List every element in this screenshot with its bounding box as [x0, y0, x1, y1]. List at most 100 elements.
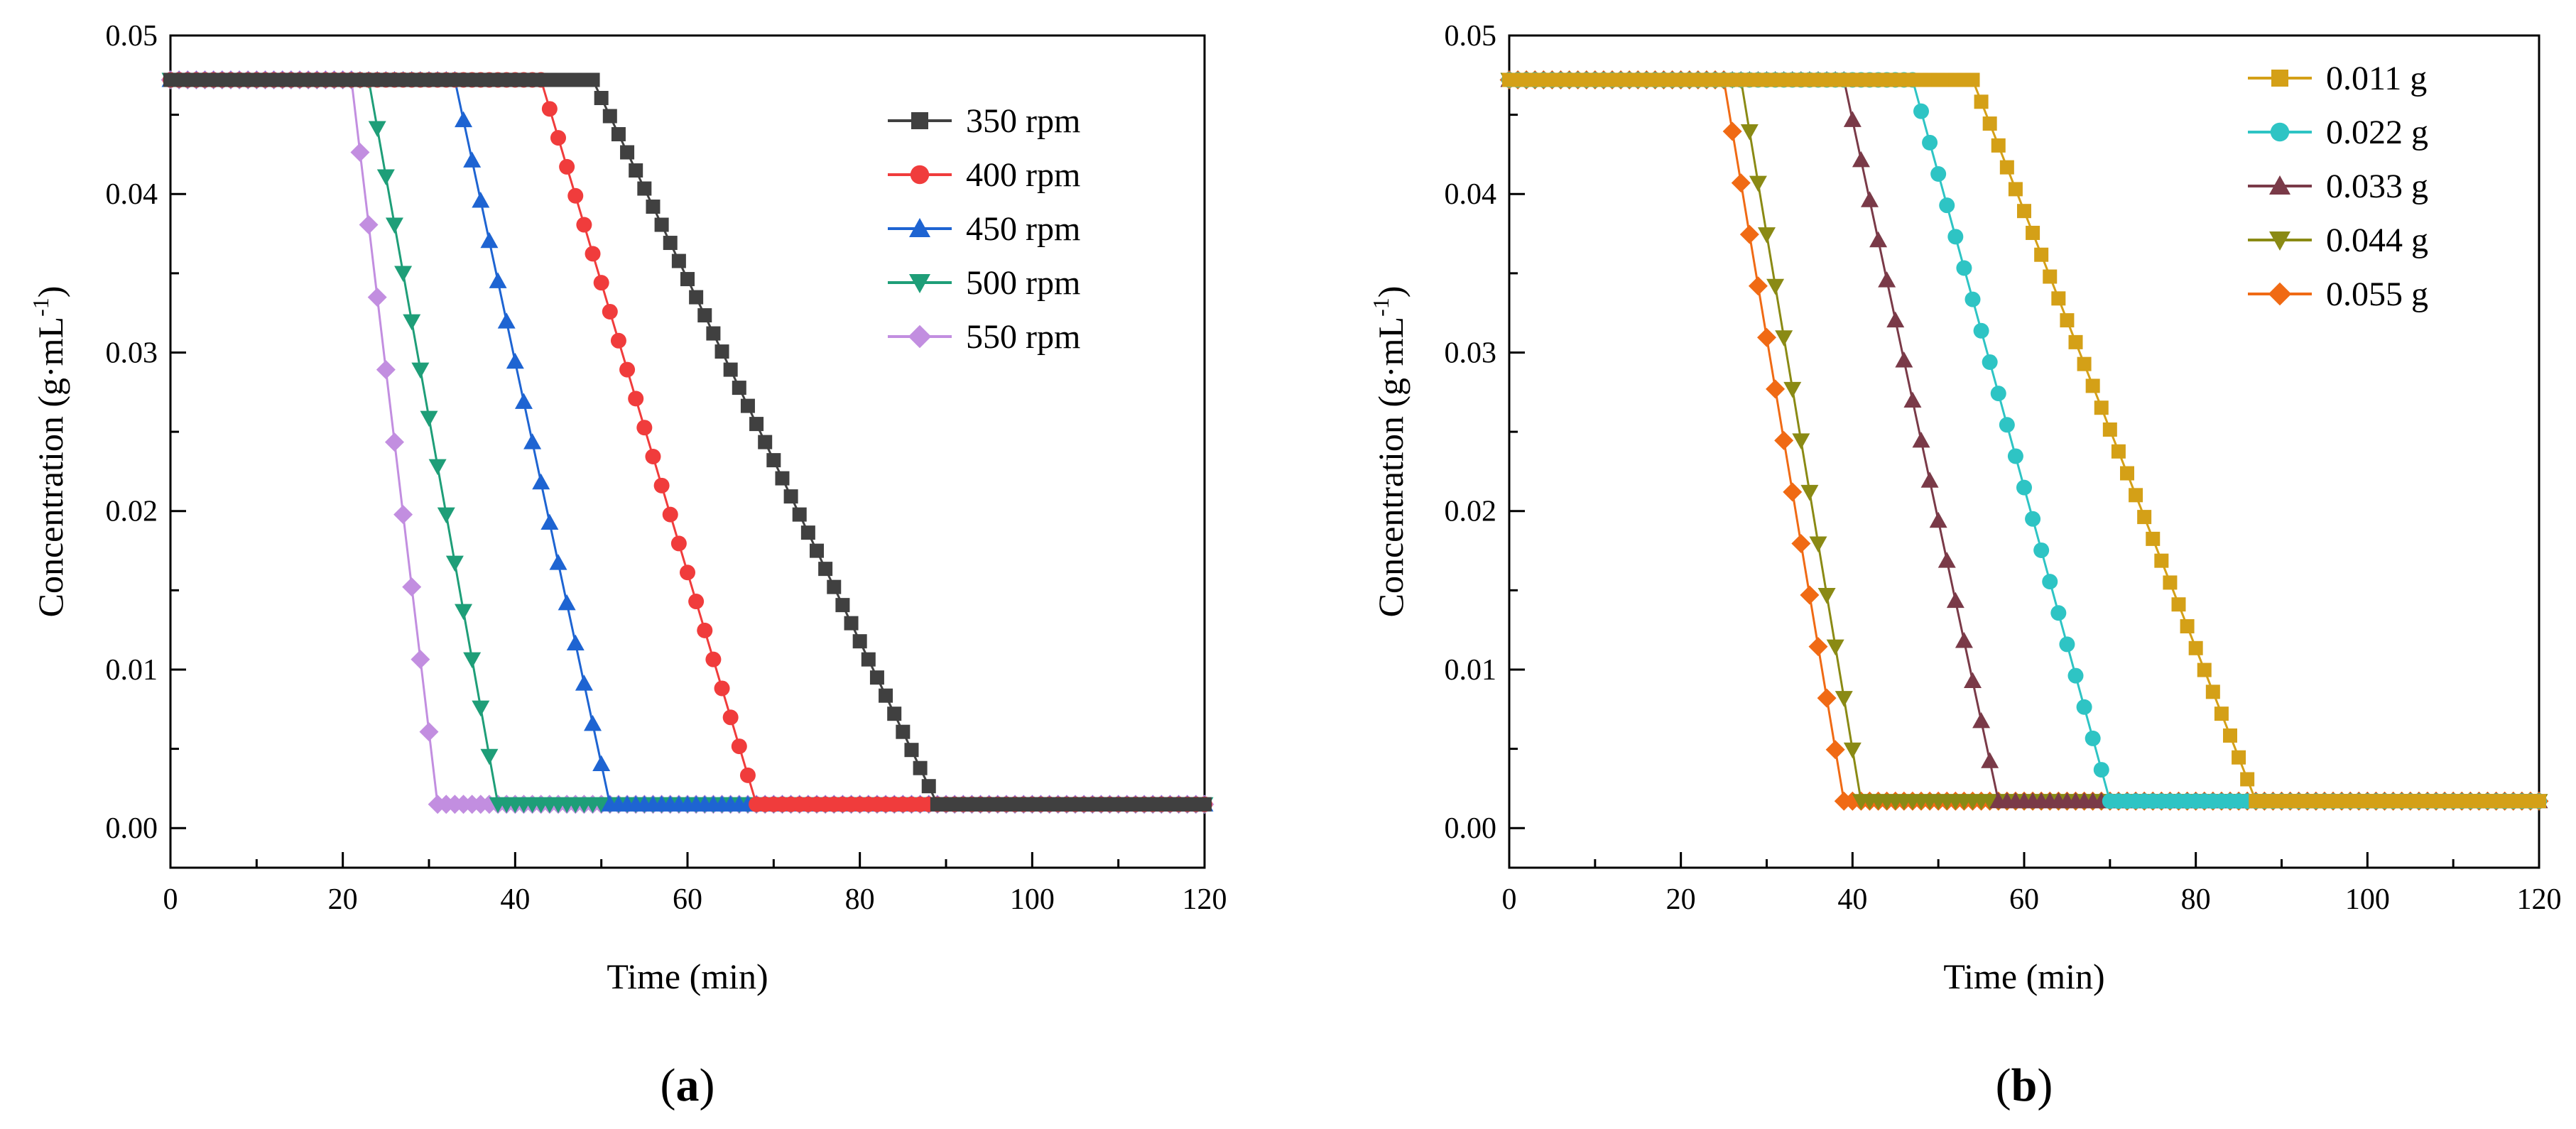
panel-a-data-point: [559, 158, 575, 175]
panel-b-data-point: [2094, 400, 2109, 415]
panel-b-data-point: [1912, 431, 1930, 448]
panel-a-data-point: [610, 332, 626, 349]
panel-a-data-point: [663, 236, 678, 251]
panel-b-plot-frame: [1508, 34, 2540, 869]
panel-b-legend-item: 0.055 g: [2248, 276, 2428, 313]
panel-a-data-point: [350, 143, 370, 163]
panel-b-chart: 0 20 40 60 80 100 1200.000.010.020.030.040.05 …: [1368, 20, 2562, 1111]
panel-a-data-point: [723, 362, 738, 377]
panel-b-data-point: [1964, 672, 1982, 688]
panel-b-data-point: [2007, 448, 2023, 464]
panel-b-data-point: [1800, 484, 1819, 501]
panel-b-data-point: [2102, 422, 2117, 437]
panel-b-data-point: [1974, 94, 1989, 109]
panel-b-x-tick-label: 60: [2009, 883, 2039, 916]
panel-b-legend-marker: [2271, 70, 2288, 87]
panel-b-legend-label: 0.044 g: [2326, 222, 2428, 259]
panel-b-data-point: [2205, 685, 2220, 699]
panel-b-data-point: [2033, 542, 2050, 558]
panel-a-x-tick-label: 60: [673, 883, 702, 916]
panel-a-y-tick-label: 0.05: [106, 20, 158, 53]
panel-a-x-tick-label: 80: [845, 883, 875, 916]
panel-b-x-tick-label: 40: [1837, 883, 1867, 916]
panel-a-data-point: [636, 420, 653, 436]
panel-b-data-point: [1809, 536, 1827, 552]
panel-a-series-group: [161, 70, 1214, 814]
panel-a-data-point: [740, 398, 755, 413]
panel-b-data-point: [1774, 430, 1794, 450]
panel-b-data-point: [2017, 204, 2031, 219]
panel-a-data-point: [367, 288, 387, 307]
panel-a-data-point: [593, 275, 609, 291]
panel-a-data-point: [732, 381, 746, 396]
panel-b-data-point: [1766, 278, 1785, 295]
panel-b-data-point: [1861, 191, 1879, 207]
panel-a-data-point: [394, 266, 413, 283]
panel-a-data-point: [921, 779, 936, 794]
panel-a-x-tick-label: 20: [328, 883, 358, 916]
panel-b-data-point: [1939, 197, 1955, 214]
panel-b-series-0-011-g: [1502, 72, 2546, 809]
panel-a-x-tick-label: 120: [1183, 883, 1227, 916]
panel-a-data-point: [419, 722, 439, 742]
panel-a-legend-marker: [909, 274, 930, 293]
panel-a-data-point: [463, 151, 482, 168]
panel-b-legend-label: 0.033 g: [2326, 168, 2428, 205]
panel-b-data-point: [2077, 356, 2092, 371]
panel-a-x-tick-label: 100: [1010, 883, 1055, 916]
panel-a-data-point: [637, 181, 652, 196]
panel-b-data-point: [1775, 330, 1793, 347]
panel-a-legend-label: 550 rpm: [966, 318, 1080, 356]
panel-b-data-point: [1817, 588, 1836, 604]
panel-b-data-point: [1878, 271, 1896, 288]
panel-a-data-point: [844, 616, 859, 631]
panel-b-y-tick-label: 0.03: [1445, 337, 1497, 369]
panel-b-data-point: [1991, 138, 2006, 153]
panel-b-data-point: [2146, 531, 2161, 546]
panel-b-x-tick-label: 20: [1666, 883, 1696, 916]
panel-b-data-point: [1749, 175, 1767, 192]
panel-a-data-point: [706, 326, 721, 341]
panel-a-data-point: [480, 748, 499, 765]
panel-a-y-tick-label: 0.02: [106, 496, 158, 528]
panel-b-data-point: [1913, 103, 1929, 119]
panel-a-legend-label: 350 rpm: [966, 102, 1080, 140]
panel-a-data-point: [514, 393, 533, 409]
panel-b-data-point: [2111, 444, 2126, 459]
panel-a-data-point: [540, 513, 559, 530]
panel-a-legend-item: 400 rpm: [888, 156, 1080, 194]
panel-a-data-point: [376, 360, 396, 380]
panel-b-legend-label: 0.011 g: [2326, 60, 2427, 97]
panel-b-data-point: [1852, 151, 1870, 168]
panel-b-y-tick-label: 0.04: [1445, 178, 1497, 211]
panel-b-legend-item: 0.011 g: [2248, 60, 2427, 97]
panel-b-data-point: [1895, 351, 1913, 368]
panel-b-y-axis-title: Concentration (g·mL-1): [1368, 286, 1411, 618]
panel-b-data-point: [2043, 269, 2058, 284]
panel-a-data-point: [384, 432, 404, 452]
panel-b-data-point: [2068, 334, 2083, 349]
panel-b-data-point: [1766, 379, 1786, 399]
panel-a-data-point: [629, 163, 643, 178]
panel-b-data-point: [2180, 619, 2195, 634]
panel-a-data-point: [402, 577, 422, 597]
panel-b-legend-marker: [2270, 122, 2290, 142]
panel-a-data-point: [620, 145, 635, 160]
panel-a-data-point: [861, 652, 876, 667]
panel-a-data-point: [385, 217, 403, 234]
panel-b-data-point: [2085, 378, 2100, 393]
panel-a-data-point: [541, 101, 558, 117]
panel-b-data-point: [1947, 229, 1964, 245]
panel-a-data-point: [697, 622, 713, 638]
panel-b-data-point: [2060, 313, 2075, 328]
panel-b-data-point: [2240, 772, 2255, 787]
panel-b-legend: 0.011 g 0.022 g 0.033 g 0.044 g 0.055 g: [2248, 60, 2428, 313]
panel-b-data-point: [2026, 225, 2040, 240]
panel-a-data-point: [689, 290, 704, 305]
panel-b-x-tick-label: 100: [2345, 883, 2390, 916]
panel-b-x-tick-label: 0: [1502, 883, 1517, 916]
panel-a-data-point: [602, 109, 617, 124]
panel-b-data-point: [2042, 574, 2058, 590]
panel-a-data-point: [549, 554, 567, 570]
panel-b-data-point: [2050, 605, 2067, 621]
